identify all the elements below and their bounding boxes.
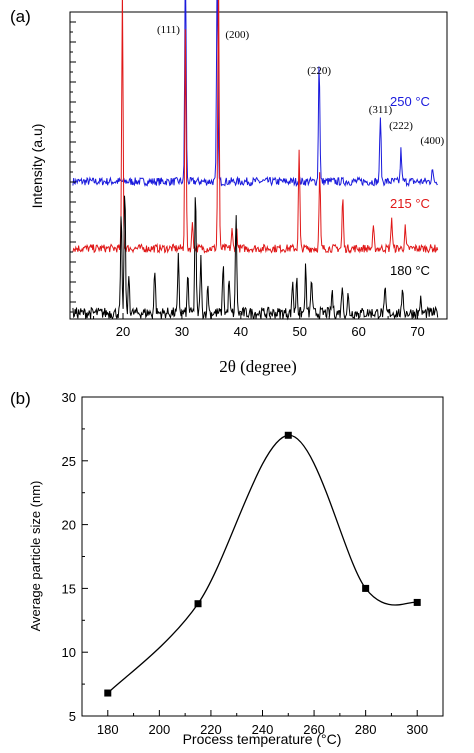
particle-size-point — [284, 431, 292, 439]
panel-b-label: (b) — [10, 389, 31, 408]
xrd-series-label: 180 °C — [390, 263, 430, 278]
particle-size-x-tick-label: 180 — [97, 722, 119, 737]
particle-size-y-axis-label: Average particle size (nm) — [28, 481, 43, 632]
xrd-x-tick-label: 40 — [234, 324, 248, 339]
xrd-x-tick-label: 60 — [351, 324, 365, 339]
particle-size-y-tick-label: 20 — [62, 518, 76, 533]
panel-a-label: (a) — [10, 7, 31, 26]
particle-size-x-axis-label: Process temperature (°C) — [183, 731, 342, 747]
particle-size-y-ticks: 5 10 15 20 25 30 — [62, 390, 88, 724]
particle-size-point — [104, 689, 112, 697]
particle-size-x-tick-label: 280 — [355, 722, 377, 737]
particle-size-y-tick-label: 15 — [62, 581, 76, 596]
xrd-peak-annotation: (222) — [389, 120, 413, 132]
xrd-peak-annotations: (111) (200) (220) (311) (222) (400) — [157, 24, 445, 147]
particle-size-points — [104, 431, 421, 697]
xrd-series-group — [72, 0, 439, 321]
xrd-x-ticks: 20 30 40 50 60 70 — [93, 313, 448, 339]
particle-size-point — [194, 600, 202, 608]
particle-size-plot-area: 180 200 220 240 260 280 300 5 10 15 20 25 30 — [62, 390, 444, 737]
xrd-x-tick-label: 50 — [293, 324, 307, 339]
particle-size-x-tick-label: 240 — [252, 722, 274, 737]
xrd-y-axis-label: Intensity (a.u) — [29, 124, 45, 209]
xrd-peak-annotation: (400) — [420, 135, 444, 147]
particle-size-x-tick-label: 200 — [149, 722, 171, 737]
xrd-series-line-0 — [72, 0, 438, 188]
particle-size-curve — [107, 434, 418, 694]
particle-size-y-tick-label: 25 — [62, 454, 76, 469]
particle-size-y-tick-label: 5 — [69, 709, 76, 724]
particle-size-y-tick-label: 30 — [62, 390, 76, 405]
xrd-series-label: 215 °C — [390, 196, 430, 211]
xrd-x-tick-label: 70 — [410, 324, 424, 339]
xrd-x-tick-label: 20 — [116, 324, 130, 339]
xrd-x-tick-label: 30 — [175, 324, 189, 339]
xrd-plot-frame — [69, 11, 448, 320]
particle-size-point — [413, 598, 421, 606]
particle-size-point — [362, 584, 370, 592]
particle-size-x-ticks: 180 200 220 240 260 280 300 — [97, 710, 428, 737]
xrd-series-labels: 250 °C 215 °C 180 °C — [390, 94, 430, 278]
xrd-peak-annotation: (200) — [225, 29, 249, 41]
xrd-y-ticks — [70, 21, 76, 313]
xrd-peak-annotation: (111) — [157, 24, 180, 36]
particle-size-x-tick-label: 260 — [303, 722, 325, 737]
particle-size-x-tick-label: 220 — [200, 722, 222, 737]
particle-size-y-tick-label: 10 — [62, 645, 76, 660]
particle-size-x-tick-label: 300 — [406, 722, 428, 737]
xrd-plot-area: 20 30 40 50 60 70 (111) (200) (220) (311) (222) (4… — [69, 0, 448, 339]
xrd-series-line-2 — [72, 195, 439, 321]
xrd-series-line-1 — [72, 0, 439, 255]
xrd-peak-annotation: (220) — [307, 65, 331, 77]
xrd-series-label: 250 °C — [390, 94, 430, 109]
xrd-peak-annotation: (311) — [369, 104, 393, 116]
xrd-x-axis-label: 2θ (degree) — [219, 357, 297, 376]
